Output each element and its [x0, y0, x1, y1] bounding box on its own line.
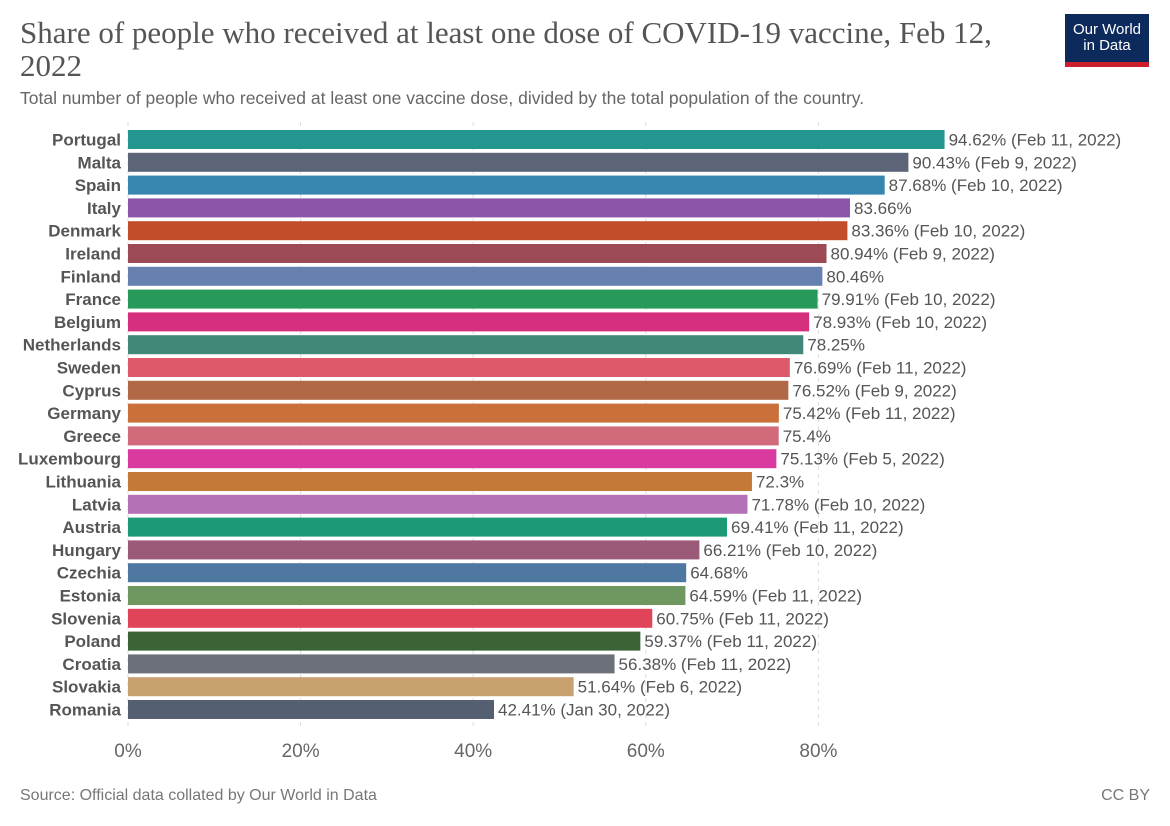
logo-line-2: in Data — [1083, 37, 1131, 54]
x-tick-label: 20% — [282, 741, 320, 762]
bar — [128, 426, 779, 446]
bar — [128, 175, 885, 195]
value-label: 87.68% (Feb 10, 2022) — [889, 176, 1063, 195]
value-label: 76.52% (Feb 9, 2022) — [792, 381, 956, 400]
bar — [128, 677, 574, 697]
x-tick-label: 60% — [627, 741, 665, 762]
value-label: 72.3% — [756, 473, 804, 492]
value-label: 83.66% — [854, 199, 912, 218]
value-label: 75.42% (Feb 11, 2022) — [783, 404, 956, 423]
logo-line-1: Our World — [1072, 21, 1142, 38]
bar — [128, 631, 641, 651]
category-label: Denmark — [48, 222, 121, 241]
value-label: 66.21% (Feb 10, 2022) — [703, 541, 877, 560]
category-label: Estonia — [60, 587, 122, 606]
category-label: Italy — [87, 199, 122, 218]
value-label: 76.69% (Feb 11, 2022) — [794, 359, 967, 378]
category-label: Spain — [75, 176, 121, 195]
x-axis-ticks: 0% 20% 40% 60% 80% — [114, 741, 837, 762]
chart-subtitle: Total number of people who received at l… — [20, 88, 865, 108]
bar — [128, 586, 686, 605]
category-label: Czechia — [57, 564, 122, 583]
category-label: Portugal — [52, 131, 121, 150]
category-label: Poland — [64, 632, 121, 651]
category-label: Cyprus — [62, 381, 121, 400]
value-label: 90.43% (Feb 9, 2022) — [912, 153, 1076, 172]
value-label: 64.59% (Feb 11, 2022) — [689, 587, 862, 606]
bar — [128, 130, 945, 149]
license-link[interactable]: CC BY — [1101, 787, 1150, 804]
bar — [128, 221, 848, 241]
bar — [128, 494, 748, 514]
bar — [128, 198, 850, 218]
bar — [128, 358, 790, 377]
value-label: 71.78% (Feb 10, 2022) — [751, 495, 925, 514]
bar — [128, 152, 909, 172]
bar — [128, 700, 494, 719]
bar — [128, 608, 653, 628]
bar — [128, 289, 818, 309]
bar — [128, 517, 728, 537]
value-label: 56.38% (Feb 11, 2022) — [619, 655, 792, 674]
bar — [128, 380, 789, 400]
value-label: 83.36% (Feb 10, 2022) — [851, 222, 1025, 241]
bar — [128, 654, 615, 674]
bars: Portugal 94.62% (Feb 11, 2022) Malta 90.43%… — [18, 130, 1121, 720]
category-label: Sweden — [57, 359, 121, 378]
bar — [128, 266, 823, 286]
bar — [128, 540, 700, 560]
category-label: Lithuania — [45, 473, 121, 492]
value-label: 78.25% — [807, 336, 865, 355]
x-tick-label: 40% — [454, 741, 492, 762]
value-label: 94.62% (Feb 11, 2022) — [949, 131, 1122, 150]
source-note: Source: Official data collated by Our Wo… — [20, 787, 377, 804]
value-label: 42.41% (Jan 30, 2022) — [498, 701, 670, 720]
bar — [128, 472, 752, 491]
bar — [128, 403, 779, 423]
category-label: Slovakia — [52, 678, 122, 697]
category-label: Belgium — [54, 313, 121, 332]
value-label: 60.75% (Feb 11, 2022) — [656, 609, 829, 628]
category-label: Slovenia — [51, 609, 121, 628]
category-label: Germany — [47, 404, 121, 423]
x-tick-label: 0% — [114, 741, 142, 762]
category-label: Austria — [62, 518, 121, 537]
value-label: 64.68% — [690, 564, 748, 583]
category-label: Malta — [78, 153, 122, 172]
category-label: Latvia — [72, 495, 122, 514]
value-label: 80.94% (Feb 9, 2022) — [831, 245, 995, 264]
owid-logo[interactable]: Our World in Data — [1065, 14, 1149, 67]
category-label: Finland — [61, 267, 121, 286]
value-label: 51.64% (Feb 6, 2022) — [578, 678, 742, 697]
bar-chart: Portugal 94.62% (Feb 11, 2022) Malta 90.43%… — [18, 122, 1121, 762]
value-label: 75.4% — [783, 427, 831, 446]
category-label: Greece — [63, 427, 121, 446]
chart-title: Share of people who received at least on… — [20, 15, 992, 83]
x-tick-label: 80% — [799, 741, 837, 762]
bar — [128, 312, 810, 332]
bar — [128, 563, 687, 583]
value-label: 75.13% (Feb 5, 2022) — [780, 450, 944, 469]
category-label: Luxembourg — [18, 450, 121, 469]
bar — [128, 244, 827, 263]
category-label: Ireland — [65, 245, 121, 264]
value-label: 79.91% (Feb 10, 2022) — [822, 290, 996, 309]
category-label: France — [65, 290, 121, 309]
category-label: Romania — [49, 701, 121, 720]
value-label: 78.93% (Feb 10, 2022) — [813, 313, 987, 332]
value-label: 69.41% (Feb 11, 2022) — [731, 518, 904, 537]
category-label: Netherlands — [23, 336, 121, 355]
category-label: Croatia — [62, 655, 121, 674]
category-label: Hungary — [52, 541, 122, 560]
value-label: 80.46% — [826, 267, 884, 286]
bar — [128, 449, 777, 469]
value-label: 59.37% (Feb 11, 2022) — [644, 632, 817, 651]
bar — [128, 335, 804, 355]
